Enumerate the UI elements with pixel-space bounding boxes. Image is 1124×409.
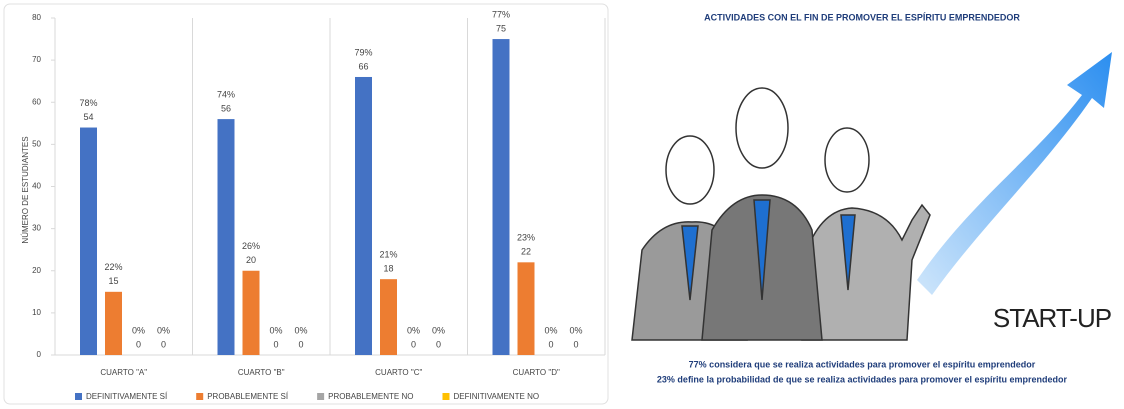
y-tick-label: 30 <box>32 224 41 233</box>
value-label: 0 <box>436 339 441 349</box>
legend-swatch <box>75 393 82 400</box>
y-tick-label: 60 <box>32 97 41 106</box>
illustration <box>631 87 931 341</box>
legend-label: DEFINITIVAMENTE SÍ <box>86 392 168 401</box>
value-label: 56 <box>221 103 231 113</box>
bar <box>242 270 260 355</box>
value-label: 18 <box>383 264 393 274</box>
value-label: 0 <box>273 339 278 349</box>
y-tick-label: 70 <box>32 55 41 64</box>
percent-label: 77% <box>492 9 510 19</box>
percent-label: 0% <box>132 325 145 335</box>
y-tick-label: 80 <box>32 13 41 22</box>
legend-label: PROBABLEMENTE NO <box>328 392 413 401</box>
infographic: ACTIVIDADES CON EL FIN DE PROMOVER EL ES… <box>631 12 1112 384</box>
bar <box>217 119 235 355</box>
y-tick-label: 10 <box>32 308 41 317</box>
legend-label: DEFINITIVAMENTE NO <box>453 392 539 401</box>
value-label: 54 <box>83 112 93 122</box>
x-tick-label: CUARTO "B" <box>238 368 285 377</box>
legend-swatch <box>442 393 450 400</box>
badge: START-UP <box>993 303 1111 333</box>
legend-label: PROBABLEMENTE SÍ <box>207 392 289 401</box>
y-tick-label: 0 <box>37 350 42 359</box>
percent-label: 0% <box>432 325 445 335</box>
percent-label: 0% <box>157 325 170 335</box>
percent-label: 78% <box>79 98 97 108</box>
chart: NÚMERO DE ESTUDIANTES 0 10 20 30 40 50 60 70 80 C… <box>3 3 609 405</box>
x-tick-label: CUARTO "C" <box>375 368 422 377</box>
y-tick-label: 20 <box>32 266 41 275</box>
bar <box>517 262 535 355</box>
info-line: 77% considera que se realiza actividades… <box>689 359 1036 369</box>
value-label: 15 <box>108 276 118 286</box>
value-label: 22 <box>521 247 531 257</box>
value-label: 20 <box>246 255 256 265</box>
info-line: 23% define la probabilidad de que se rea… <box>657 374 1068 384</box>
legend-swatch <box>196 393 204 400</box>
y-tick-label: 50 <box>32 139 41 148</box>
percent-label: 21% <box>379 250 397 260</box>
value-label: 66 <box>358 61 368 71</box>
percent-label: 0% <box>407 325 420 335</box>
bar <box>492 39 510 355</box>
info-title: ACTIVIDADES CON EL FIN DE PROMOVER EL ES… <box>704 12 1020 22</box>
percent-label: 0% <box>294 325 307 335</box>
bar <box>80 127 97 356</box>
value-label: 0 <box>136 339 141 349</box>
percent-label: 23% <box>517 233 535 243</box>
bar <box>105 291 122 355</box>
value-label: 75 <box>496 23 506 33</box>
legend-swatch <box>317 393 325 400</box>
value-label: 0 <box>298 339 303 349</box>
arrow <box>917 52 1112 295</box>
x-tick-label: CUARTO "D" <box>513 368 560 377</box>
bar <box>355 76 372 355</box>
percent-label: 0% <box>544 325 557 335</box>
percent-label: 26% <box>242 241 260 251</box>
value-label: 0 <box>573 339 578 349</box>
percent-label: 74% <box>217 89 235 99</box>
bar <box>380 279 397 355</box>
percent-label: 0% <box>269 325 282 335</box>
value-label: 0 <box>161 339 166 349</box>
percent-label: 79% <box>354 47 372 57</box>
value-label: 0 <box>548 339 553 349</box>
value-label: 0 <box>411 339 416 349</box>
y-tick-label: 40 <box>32 182 41 191</box>
chart-frame <box>3 3 609 405</box>
percent-label: 22% <box>104 262 122 272</box>
percent-label: 0% <box>569 325 582 335</box>
x-tick-label: CUARTO "A" <box>100 368 147 377</box>
y-axis-label: NÚMERO DE ESTUDIANTES <box>21 136 30 243</box>
